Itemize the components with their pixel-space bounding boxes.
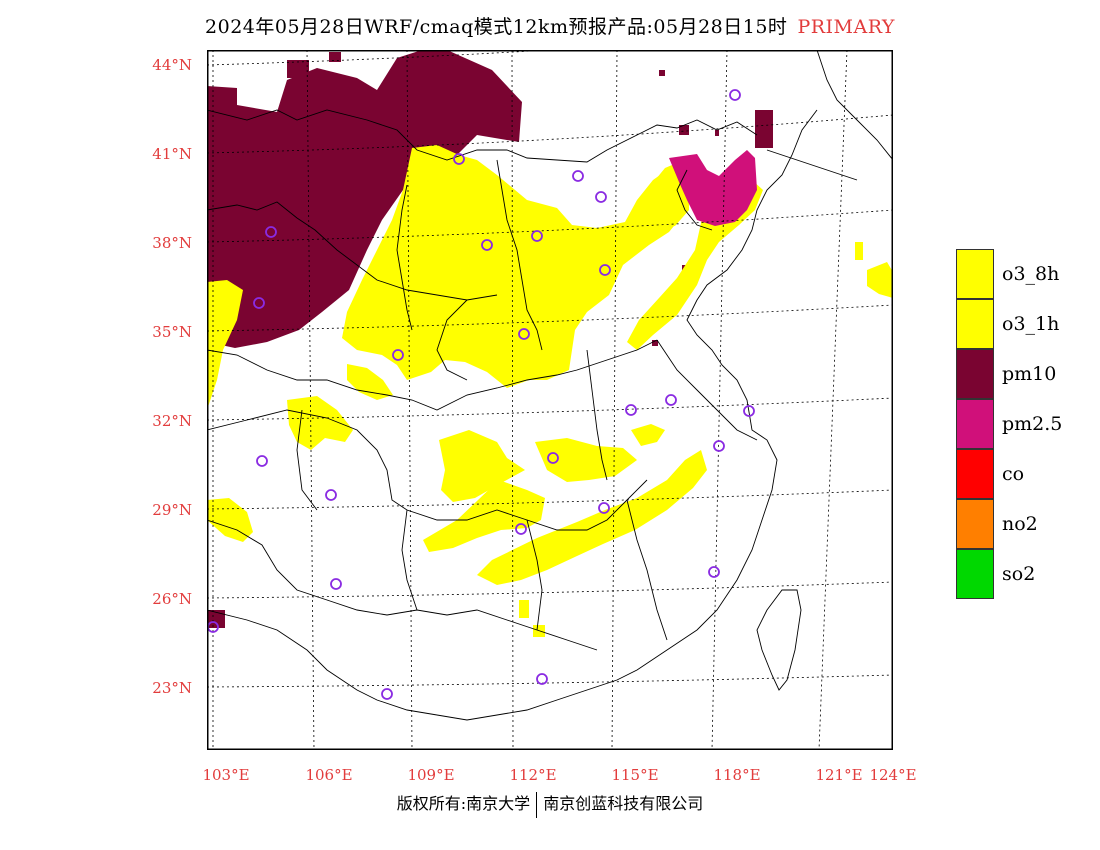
lon-label-121: 121°E — [815, 766, 863, 784]
lon-label-124: 124°E — [869, 766, 917, 784]
legend-swatch — [956, 399, 994, 449]
lat-label-35: 35°N — [152, 323, 192, 341]
lon-label-109: 109°E — [407, 766, 455, 784]
station-marker — [595, 191, 607, 203]
legend-label: pm10 — [1002, 363, 1057, 385]
footer-left: 版权所有:南京大学 — [396, 794, 531, 813]
station-marker — [253, 297, 265, 309]
legend-swatch — [956, 449, 994, 499]
station-marker — [265, 226, 277, 238]
station-marker — [531, 230, 543, 242]
station-marker — [665, 394, 677, 406]
station-marker — [330, 578, 342, 590]
station-marker — [599, 264, 611, 276]
lat-label-26: 26°N — [152, 590, 192, 608]
station-marker — [536, 673, 548, 685]
lat-label-38: 38°N — [152, 234, 192, 252]
footer-right: 南京创蓝科技有限公司 — [543, 794, 704, 813]
station-marker — [381, 688, 393, 700]
legend-swatch — [956, 549, 994, 599]
station-marker — [625, 404, 637, 416]
lat-label-41: 41°N — [152, 145, 192, 163]
legend-swatch — [956, 349, 994, 399]
title-primary-tag: PRIMARY — [797, 16, 895, 38]
station-marker — [453, 153, 465, 165]
lon-label-106: 106°E — [305, 766, 353, 784]
lon-label-103: 103°E — [202, 766, 250, 784]
station-marker — [547, 452, 559, 464]
province-borders — [207, 50, 893, 721]
legend-label: co — [1002, 463, 1025, 485]
legend-label: o3_1h — [1002, 313, 1060, 335]
lat-label-44: 44°N — [152, 56, 192, 74]
station-marker — [713, 440, 725, 452]
graticule — [207, 50, 893, 750]
station-marker — [256, 455, 268, 467]
copyright-footer: 版权所有:南京大学 南京创蓝科技有限公司 — [0, 790, 1100, 818]
map-frame — [207, 50, 893, 750]
lat-label-23: 23°N — [152, 679, 192, 697]
station-marker — [518, 328, 530, 340]
title-main: 2024年05月28日WRF/cmaq模式12km预报产品:05月28日15时 — [205, 16, 788, 38]
lon-label-118: 118°E — [713, 766, 761, 784]
legend-swatch — [956, 299, 994, 349]
pm10-region — [207, 50, 773, 628]
legend-label: o3_8h — [1002, 263, 1060, 285]
lon-label-115: 115°E — [611, 766, 659, 784]
monitoring-stations — [207, 89, 755, 700]
station-marker — [708, 566, 720, 578]
lat-label-32: 32°N — [152, 412, 192, 430]
pollutant-map — [207, 50, 893, 750]
station-marker — [598, 502, 610, 514]
legend-label: pm2.5 — [1002, 413, 1063, 435]
station-marker — [729, 89, 741, 101]
legend-label: no2 — [1002, 513, 1038, 535]
map-title: 2024年05月28日WRF/cmaq模式12km预报产品:05月28日15时 P… — [0, 12, 1100, 39]
station-marker — [325, 489, 337, 501]
legend-swatch — [956, 499, 994, 549]
station-marker — [515, 523, 527, 535]
station-marker — [572, 170, 584, 182]
lon-label-112: 112°E — [509, 766, 557, 784]
station-marker — [743, 405, 755, 417]
footer-separator — [536, 791, 538, 818]
station-marker — [481, 239, 493, 251]
station-marker — [392, 349, 404, 361]
lat-label-29: 29°N — [152, 501, 192, 519]
legend-label: so2 — [1002, 563, 1036, 585]
pm25-region — [669, 150, 757, 226]
legend-swatch — [956, 249, 994, 299]
